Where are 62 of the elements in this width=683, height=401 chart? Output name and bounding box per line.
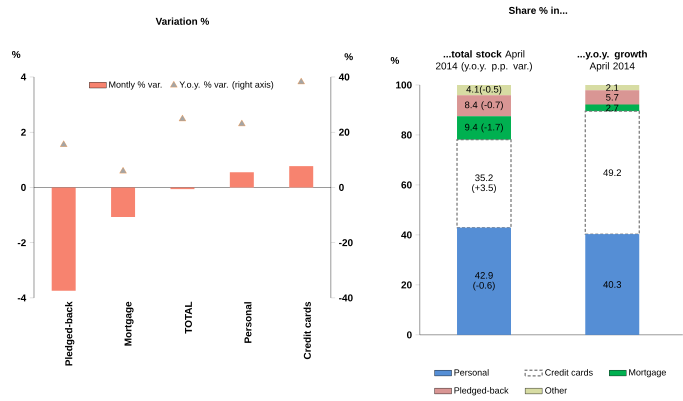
bar (585, 85, 640, 90)
y-axis-title: % (390, 57, 400, 64)
chart-title: Variation % (156, 18, 210, 25)
legend-label: Montly % var. (109, 81, 162, 90)
data-label: 9.4 (-1.7) (464, 124, 503, 132)
y-tick-label: -4 (18, 294, 26, 302)
bar (457, 95, 511, 116)
data-label: 35.2 (+3.5) (472, 174, 496, 194)
y2-tick-label: -20 (339, 239, 353, 246)
bar (52, 188, 76, 291)
point (298, 78, 305, 84)
data-label: 42.9 (-0.6) (473, 272, 495, 291)
data-label: 2.1 (606, 84, 618, 91)
y-tick-label: 20 (401, 281, 412, 288)
bar (456, 139, 512, 228)
bar (111, 188, 136, 218)
data-label: 2.7 (606, 104, 618, 112)
point (60, 140, 68, 147)
bar (585, 234, 640, 335)
y2-tick-label: -40 (339, 294, 353, 302)
bar (457, 116, 511, 140)
point (238, 120, 246, 126)
y-tick-label: 0 (21, 184, 26, 192)
data-label: 4.1(-0.5) (466, 86, 502, 95)
bar (585, 90, 640, 105)
x-tick-label: Pledged-back (65, 301, 74, 366)
point (119, 167, 127, 174)
legend-label: Personal (454, 369, 489, 376)
legend-label: Y.o.y. % var. (right axis) (179, 81, 274, 90)
legend-label: Credit cards (545, 369, 593, 376)
y-tick-label: 60 (401, 181, 412, 189)
data-label: 49.2 (603, 169, 621, 176)
y2-tick-label: 40 (338, 74, 350, 81)
chart-title: Share % in... (508, 6, 568, 14)
bar (230, 172, 254, 188)
x-tick-label: Personal (244, 302, 252, 343)
legend-label: Pledged-back (454, 387, 509, 396)
y2-tick-label: 0 (339, 184, 344, 192)
y-tick-label: 4 (20, 74, 26, 80)
legend-label: Other (545, 387, 568, 394)
y2-axis-title: % (344, 53, 353, 60)
y-axis-title: % (12, 51, 20, 58)
y-tick-label: 0 (406, 331, 412, 338)
data-label: 40.3 (603, 281, 622, 288)
legend-label: Mortgage (629, 369, 666, 378)
x-tick-label: Credit cards (304, 302, 311, 360)
point (178, 114, 186, 122)
y2-tick-label: 20 (339, 128, 350, 136)
data-label: 8.4 (-0.7) (464, 101, 503, 110)
y-tick-label: 40 (401, 231, 412, 239)
x-tick-label: Mortgage (124, 302, 134, 346)
x-tick-label: TOTAL (184, 302, 192, 334)
bar (457, 228, 511, 335)
bar (584, 110, 640, 235)
y-tick-label: 80 (401, 131, 412, 139)
x-tick-label: ...total stock April 2014 (y.o.y. p.p. var.) (436, 50, 532, 72)
y-tick-label: 2 (21, 128, 26, 136)
bar (289, 166, 314, 188)
x-tick-label: ...y.o.y. growth April 2014 (578, 50, 647, 72)
data-label: 5.7 (606, 94, 618, 101)
y-tick-label: -2 (18, 239, 26, 246)
y-tick-label: 100 (396, 82, 412, 89)
